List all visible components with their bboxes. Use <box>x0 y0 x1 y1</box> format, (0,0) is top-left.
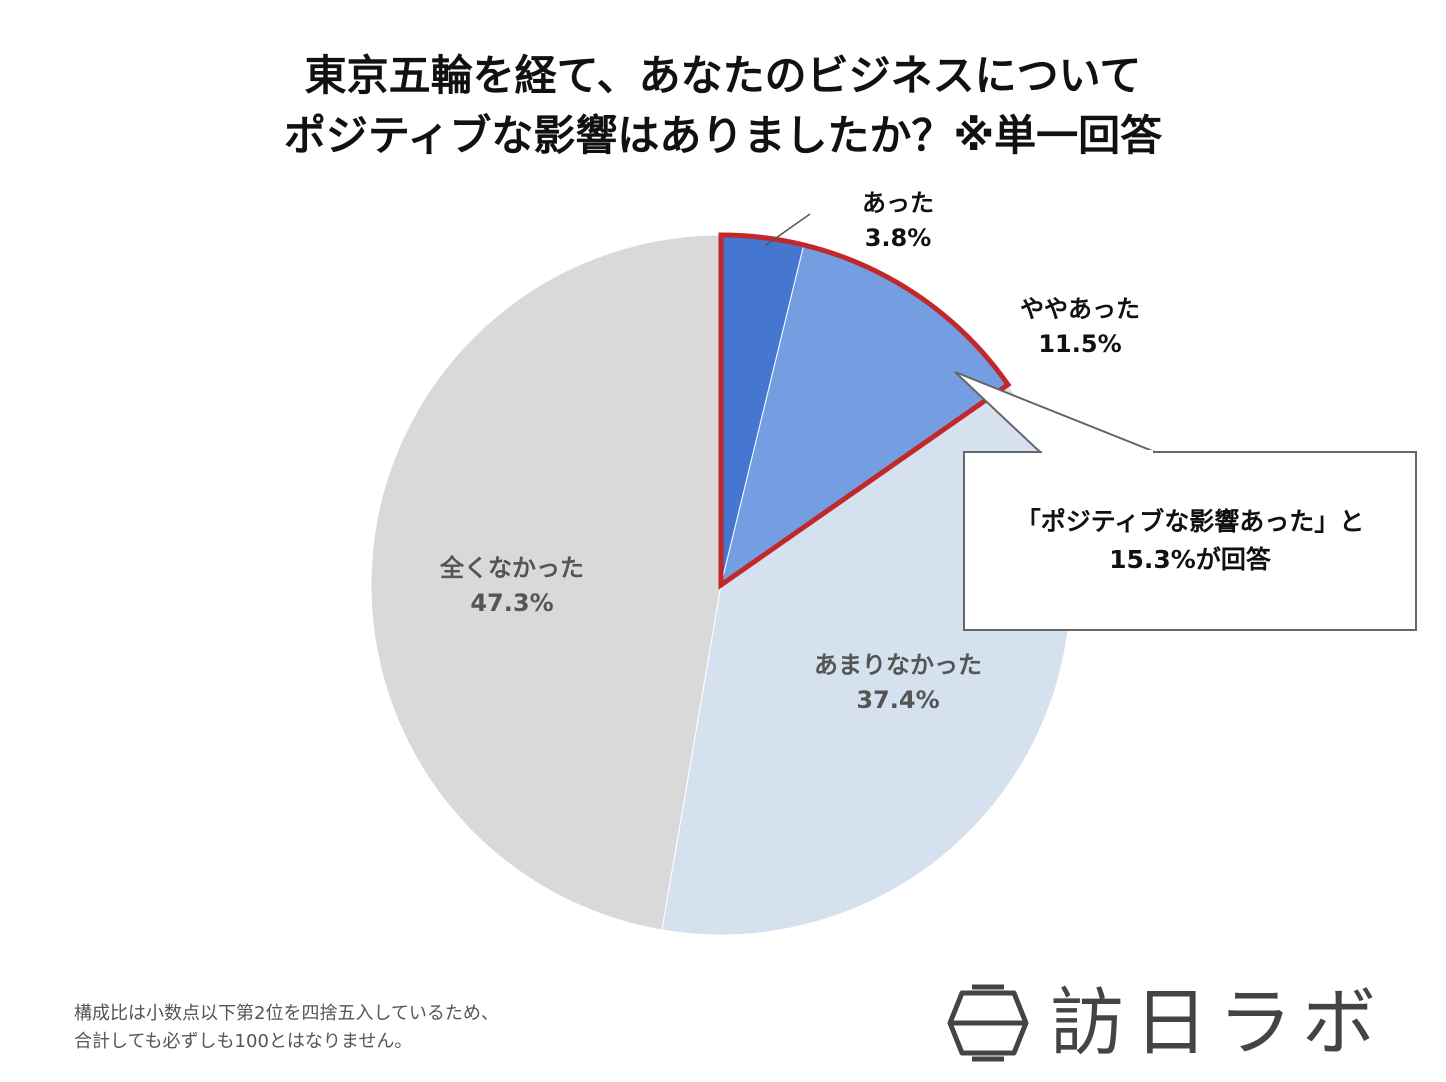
label-leader-line <box>765 213 811 246</box>
slice-label-amari-nakatta: あまりなかった 37.4% <box>814 648 982 718</box>
logo-text: 訪日ラボ <box>1050 980 1386 1066</box>
slice-label-yaya-atta-name: ややあった <box>1020 295 1140 323</box>
title-line-2: ポジティブな影響はありましたか？※単一回答 <box>283 111 1163 160</box>
callout-line-2: 15.3%が回答 <box>1109 545 1271 574</box>
footnote-line-1: 構成比は小数点以下第2位を四捨五入しているため、 <box>74 1003 499 1024</box>
slice-label-atta-value: 3.8% <box>864 224 932 252</box>
slice-label-mattaku-nakatta-name: 全くなかった <box>440 554 584 582</box>
slice-label-atta: あった 3.8% <box>862 186 934 256</box>
slice-label-yaya-atta: ややあった 11.5% <box>1020 292 1140 362</box>
slice-label-amari-nakatta-value: 37.4% <box>856 686 940 714</box>
callout-line-1: 「ポジティブな影響あった」と <box>1015 507 1365 536</box>
slice-label-mattaku-nakatta-value: 47.3% <box>470 589 554 617</box>
slice-label-yaya-atta-value: 11.5% <box>1038 330 1122 358</box>
brand-logo: 訪日ラボ <box>946 978 1386 1068</box>
slice-label-amari-nakatta-name: あまりなかった <box>814 651 982 679</box>
slice-label-atta-name: あった <box>862 189 934 217</box>
callout-box <box>963 451 1417 631</box>
footnote-line-2: 合計しても必ずしも100とはなりません。 <box>74 1031 413 1052</box>
pie-slice-3 <box>370 234 722 931</box>
highlight-border <box>718 232 1012 590</box>
slice-label-mattaku-nakatta: 全くなかった 47.3% <box>440 551 584 621</box>
lantern-logo-icon <box>947 984 1029 1062</box>
callout-text: 「ポジティブな影響あった」と 15.3%が回答 <box>964 452 1416 630</box>
title-line-1: 東京五輪を経て、あなたのビジネスについて <box>304 51 1142 100</box>
chart-title: 東京五輪を経て、あなたのビジネスについて ポジティブな影響はありましたか？※単一… <box>0 46 1446 166</box>
footnote: 構成比は小数点以下第2位を四捨五入しているため、 合計しても必ずしも100とはな… <box>74 1000 499 1056</box>
